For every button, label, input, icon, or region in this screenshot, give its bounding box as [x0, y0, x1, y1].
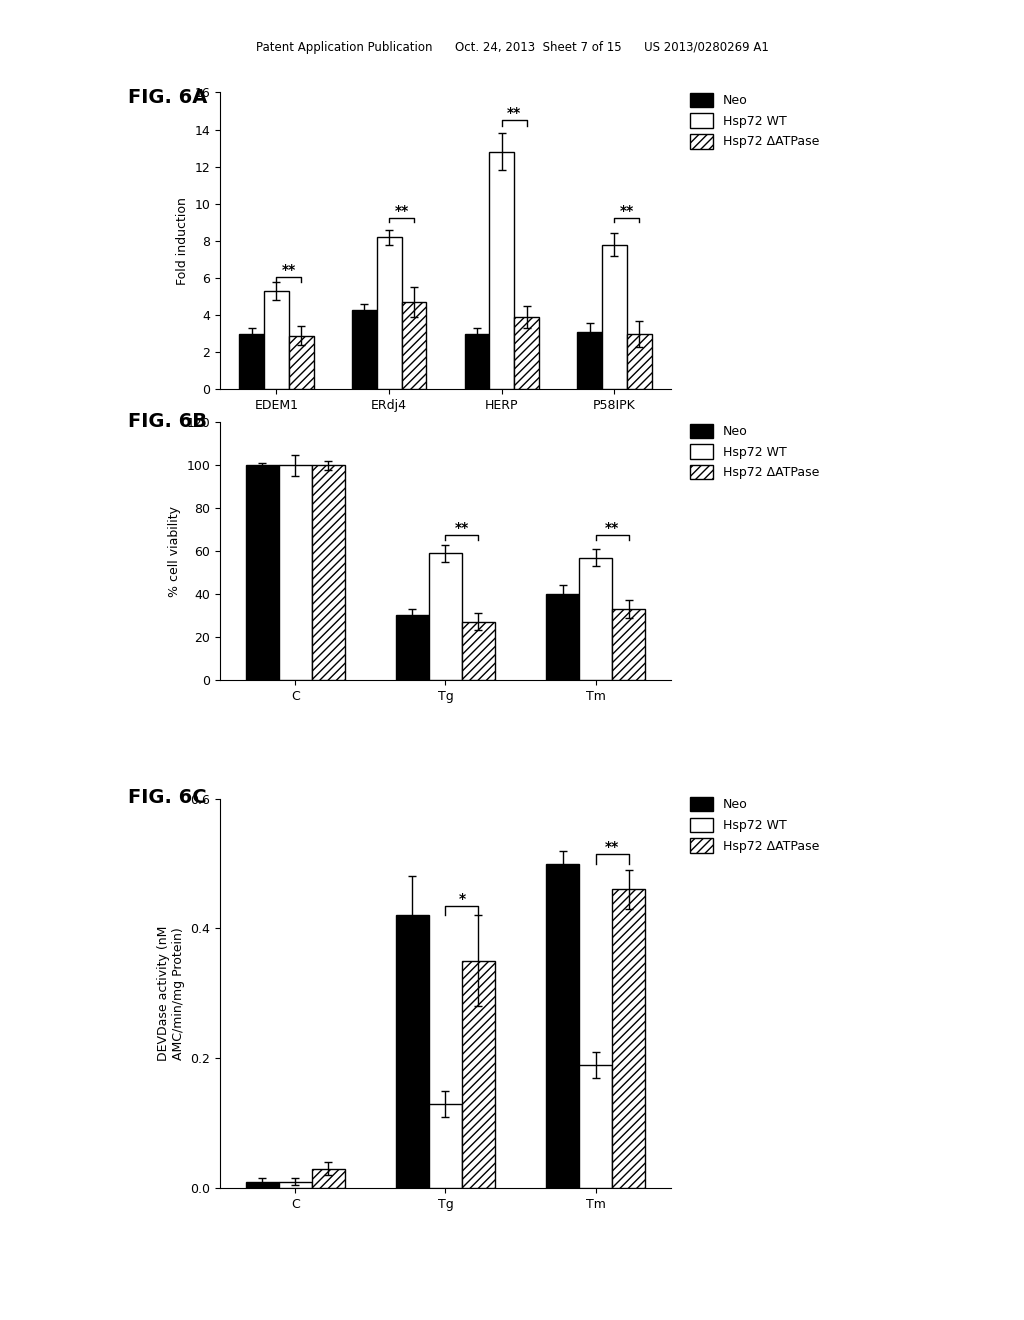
Bar [514, 317, 539, 389]
Bar [311, 1168, 345, 1188]
Bar [489, 152, 514, 389]
Legend: Neo, Hsp72 WT, Hsp72 ΔATPase: Neo, Hsp72 WT, Hsp72 ΔATPase [690, 797, 819, 853]
Bar [279, 1181, 311, 1188]
Bar [546, 594, 580, 680]
Text: *: * [459, 892, 466, 906]
Bar [546, 863, 580, 1188]
Text: **: ** [394, 203, 409, 218]
Text: **: ** [605, 521, 620, 535]
Bar [612, 890, 645, 1188]
Bar [627, 334, 651, 389]
Bar [462, 961, 495, 1188]
Bar [612, 609, 645, 680]
Bar [240, 334, 264, 389]
Bar [246, 466, 279, 680]
Legend: Neo, Hsp72 WT, Hsp72 ΔATPase: Neo, Hsp72 WT, Hsp72 ΔATPase [690, 424, 819, 479]
Bar [580, 557, 612, 680]
Bar [246, 1181, 279, 1188]
Text: FIG. 6C: FIG. 6C [128, 788, 207, 807]
Y-axis label: DEVDase activity (nM
AMC/min/mg Protein): DEVDase activity (nM AMC/min/mg Protein) [157, 925, 185, 1061]
Bar [602, 244, 627, 389]
Bar [289, 335, 313, 389]
Text: FIG. 6B: FIG. 6B [128, 412, 207, 430]
Text: **: ** [455, 521, 469, 535]
Bar [401, 302, 426, 389]
Text: Patent Application Publication      Oct. 24, 2013  Sheet 7 of 15      US 2013/02: Patent Application Publication Oct. 24, … [256, 41, 768, 54]
Bar [429, 1104, 462, 1188]
Legend: Neo, Hsp72 WT, Hsp72 ΔATPase: Neo, Hsp72 WT, Hsp72 ΔATPase [690, 92, 819, 149]
Bar [429, 553, 462, 680]
Bar [462, 622, 495, 680]
Bar [279, 466, 311, 680]
Bar [311, 466, 345, 680]
Bar [264, 290, 289, 389]
Bar [377, 238, 401, 389]
Y-axis label: Fold induction: Fold induction [176, 197, 189, 285]
Text: **: ** [605, 840, 620, 854]
Bar [580, 1065, 612, 1188]
Y-axis label: % cell viability: % cell viability [168, 506, 181, 597]
Bar [352, 310, 377, 389]
Bar [465, 334, 489, 389]
Text: **: ** [282, 263, 296, 277]
Bar [396, 615, 429, 680]
Bar [578, 331, 602, 389]
Text: **: ** [507, 106, 521, 120]
Text: FIG. 6A: FIG. 6A [128, 88, 208, 107]
Bar [396, 916, 429, 1188]
Text: **: ** [620, 203, 634, 218]
